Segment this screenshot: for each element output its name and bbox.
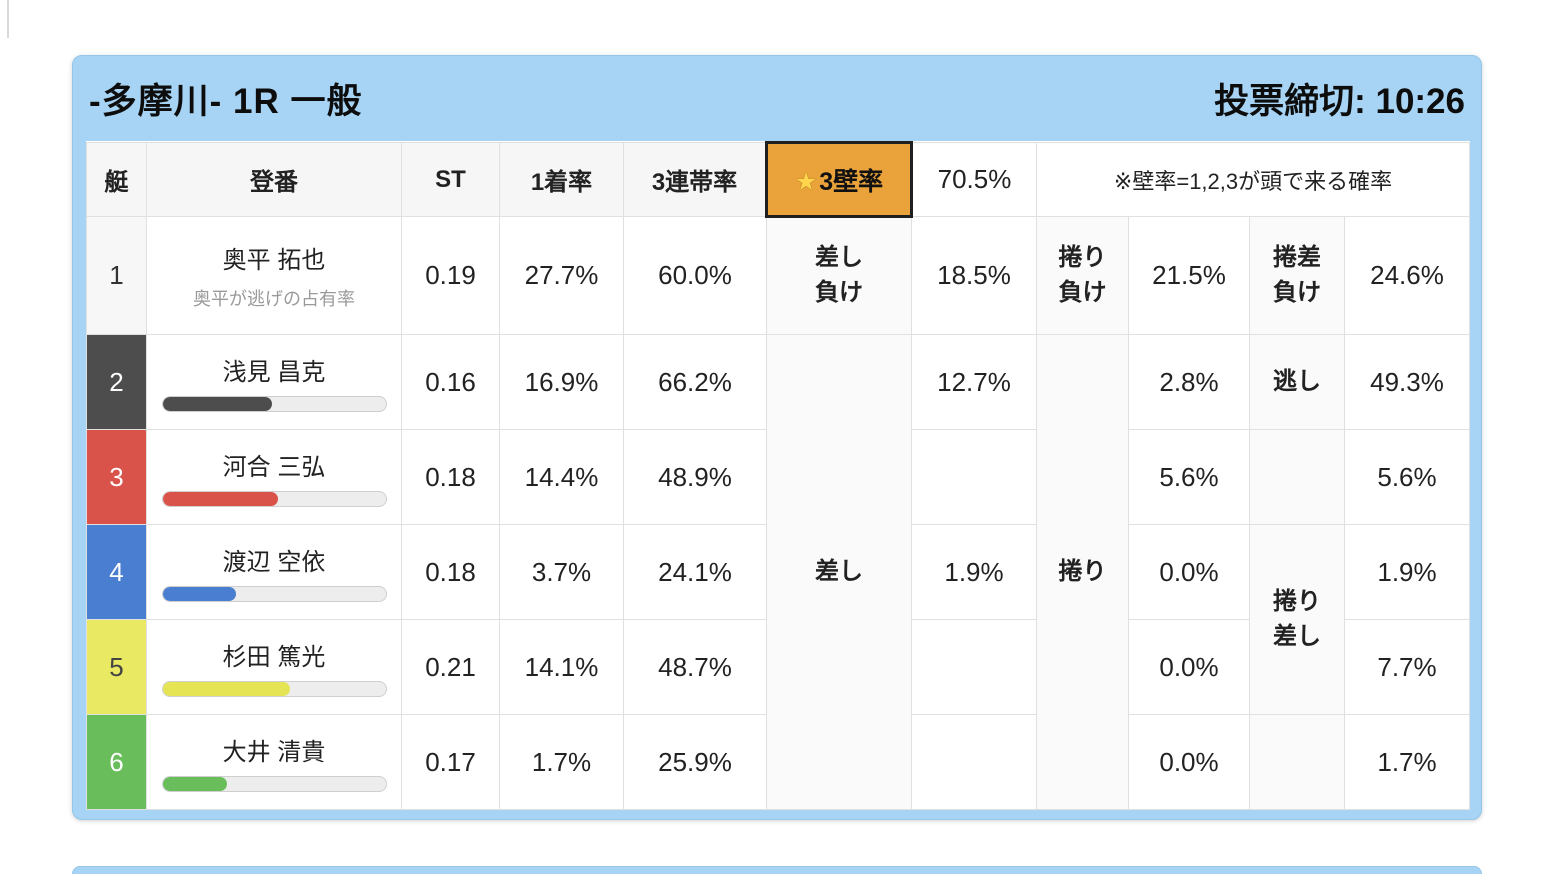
boat-number-cell: 6 xyxy=(86,714,147,810)
makuri-value-cell: 0.0% xyxy=(1128,619,1250,715)
makuri-value-cell: 0.0% xyxy=(1128,524,1250,620)
win-rate-cell: 3.7% xyxy=(499,524,624,620)
boat-number-cell: 5 xyxy=(86,619,147,715)
table-row-boat5: 5 杉田 篤光 0.21 14.1% 48.7% 0.0% 7.7% xyxy=(86,619,1471,715)
race-title: -多摩川- 1R 一般 xyxy=(89,82,363,121)
win-rate-cell: 14.4% xyxy=(499,429,624,525)
ratio-bar xyxy=(161,491,387,507)
col-header-boat: 艇 xyxy=(86,142,147,217)
sashi-loss-value: 18.5% xyxy=(911,216,1037,335)
racer-name: 奥平 拓也 xyxy=(222,247,326,274)
ratio-bar-fill xyxy=(162,587,237,601)
table-row-boat1: 1 奥平 拓也 奥平が逃げの占有率 0.19 27.7% 60.0% 差し 負け… xyxy=(86,216,1471,335)
table-row-boat2: 2 浅見 昌克 0.16 16.9% 66.2% 差し 12.7% 捲り 2.8… xyxy=(86,334,1471,810)
ratio-bar xyxy=(161,586,387,602)
st-cell: 0.18 xyxy=(401,429,500,525)
st-cell: 0.21 xyxy=(401,619,500,715)
win-rate-cell: 1.7% xyxy=(499,714,624,810)
col-header-win-rate: 1着率 xyxy=(499,142,624,217)
racer-cell: 浅見 昌克 xyxy=(146,334,402,430)
nogashi-label: 逃し xyxy=(1249,334,1345,430)
table-row-boat6: 6 大井 清貴 0.17 1.7% 25.9% 0.0% 1.7% xyxy=(86,714,1471,810)
stats-table: 艇 登番 ST 1着率 3連帯率 ★3壁率 70.5% ※壁率=1,2,3が頭で… xyxy=(86,141,1471,810)
st-cell: 0.18 xyxy=(401,524,500,620)
sashi-value-cell: 1.9% xyxy=(911,524,1037,620)
ratio-bar-fill xyxy=(162,397,272,411)
makuri-value-cell: 0.0% xyxy=(1128,714,1250,810)
boat-number-cell: 2 xyxy=(86,334,147,430)
table-row-boat3: 3 河合 三弘 0.18 14.4% 48.9% 5.6% 5.6% xyxy=(86,429,1471,525)
page-edge-artifact xyxy=(7,0,9,38)
wall-rate-header[interactable]: ★3壁率 xyxy=(765,141,913,218)
race-card: -多摩川- 1R 一般 投票締切: 10:26 艇 登番 ST 1着率 3連帯率… xyxy=(72,55,1482,820)
ratio-bar-fill xyxy=(162,682,290,696)
racer-cell: 杉田 篤光 xyxy=(146,619,402,715)
top3-rate-cell: 48.9% xyxy=(623,429,767,525)
ratio-bar xyxy=(161,776,387,792)
sashi-value-cell xyxy=(911,619,1037,715)
col-header-reg: 登番 xyxy=(146,142,402,217)
third-label-cell xyxy=(1249,429,1345,525)
col-header-top3-rate: 3連帯率 xyxy=(623,142,767,217)
boat-number-cell: 3 xyxy=(86,429,147,525)
racer-name: 杉田 篤光 xyxy=(222,644,326,671)
top3-rate-cell: 60.0% xyxy=(623,216,767,335)
wall-rate-note: ※壁率=1,2,3が頭で来る確率 xyxy=(1035,142,1471,217)
race-card-header: -多摩川- 1R 一般 投票締切: 10:26 xyxy=(73,56,1481,141)
st-cell: 0.17 xyxy=(401,714,500,810)
makuri-value-cell: 2.8% xyxy=(1128,334,1250,430)
top3-rate-cell: 24.1% xyxy=(623,524,767,620)
sashi-value-cell: 12.7% xyxy=(911,334,1037,430)
makuri-value-cell: 5.6% xyxy=(1128,429,1250,525)
third-label-cell xyxy=(1249,714,1345,810)
table-row-boat4: 4 渡辺 空依 0.18 3.7% 24.1% 1.9% 0.0% 捲り 差し … xyxy=(86,524,1471,715)
boat-number-cell: 4 xyxy=(86,524,147,620)
ratio-bar xyxy=(161,681,387,697)
third-value-cell: 5.6% xyxy=(1343,429,1471,525)
racer-cell: 奥平 拓也 奥平が逃げの占有率 xyxy=(146,216,402,335)
top3-rate-cell: 25.9% xyxy=(623,714,767,810)
win-rate-cell: 16.9% xyxy=(499,334,624,430)
third-value-cell: 7.7% xyxy=(1343,619,1471,715)
racer-cell: 河合 三弘 xyxy=(146,429,402,525)
star-icon: ★ xyxy=(794,167,818,196)
racer-name: 大井 清貴 xyxy=(222,739,326,766)
third-value-cell: 49.3% xyxy=(1343,334,1471,430)
ratio-bar-fill xyxy=(162,777,228,791)
racer-name: 浅見 昌克 xyxy=(222,359,326,386)
wall-rate-value: 70.5% xyxy=(911,142,1037,217)
table-header-row: 艇 登番 ST 1着率 3連帯率 ★3壁率 70.5% ※壁率=1,2,3が頭で… xyxy=(86,141,1471,218)
third-value-cell: 1.7% xyxy=(1343,714,1471,810)
racer-name: 渡辺 空依 xyxy=(222,549,326,576)
sashi-loss-label: 差し 負け xyxy=(766,216,912,335)
boat-number-cell: 1 xyxy=(86,216,147,335)
st-cell: 0.16 xyxy=(401,334,500,430)
third-value-cell: 1.9% xyxy=(1343,524,1471,620)
racer-subtitle: 奥平が逃げの占有率 xyxy=(193,289,355,309)
vote-deadline: 投票締切: 10:26 xyxy=(1214,82,1465,121)
win-rate-cell: 14.1% xyxy=(499,619,624,715)
racer-cell: 渡辺 空依 xyxy=(146,524,402,620)
top3-rate-cell: 66.2% xyxy=(623,334,767,430)
makurisashi-loss-label: 捲差 負け xyxy=(1249,216,1345,335)
stats-table-wrap: 艇 登番 ST 1着率 3連帯率 ★3壁率 70.5% ※壁率=1,2,3が頭で… xyxy=(86,141,1471,810)
st-cell: 0.19 xyxy=(401,216,500,335)
makuri-loss-value: 21.5% xyxy=(1128,216,1250,335)
makuri-loss-label: 捲り 負け xyxy=(1036,216,1129,335)
next-card-edge xyxy=(72,866,1482,874)
makurisashi-merged-label: 捲り 差し xyxy=(1249,524,1345,715)
col-header-st: ST xyxy=(401,142,500,217)
makuri-merged-label: 捲り xyxy=(1036,334,1129,810)
racer-cell: 大井 清貴 xyxy=(146,714,402,810)
ratio-bar xyxy=(161,396,387,412)
win-rate-cell: 27.7% xyxy=(499,216,624,335)
racer-name: 河合 三弘 xyxy=(222,454,326,481)
top3-rate-cell: 48.7% xyxy=(623,619,767,715)
sashi-value-cell xyxy=(911,429,1037,525)
wall-rate-label: 3壁率 xyxy=(819,167,884,196)
makurisashi-loss-value: 24.6% xyxy=(1343,216,1471,335)
sashi-merged-label: 差し xyxy=(766,334,912,810)
ratio-bar-fill xyxy=(162,492,279,506)
sashi-value-cell xyxy=(911,714,1037,810)
